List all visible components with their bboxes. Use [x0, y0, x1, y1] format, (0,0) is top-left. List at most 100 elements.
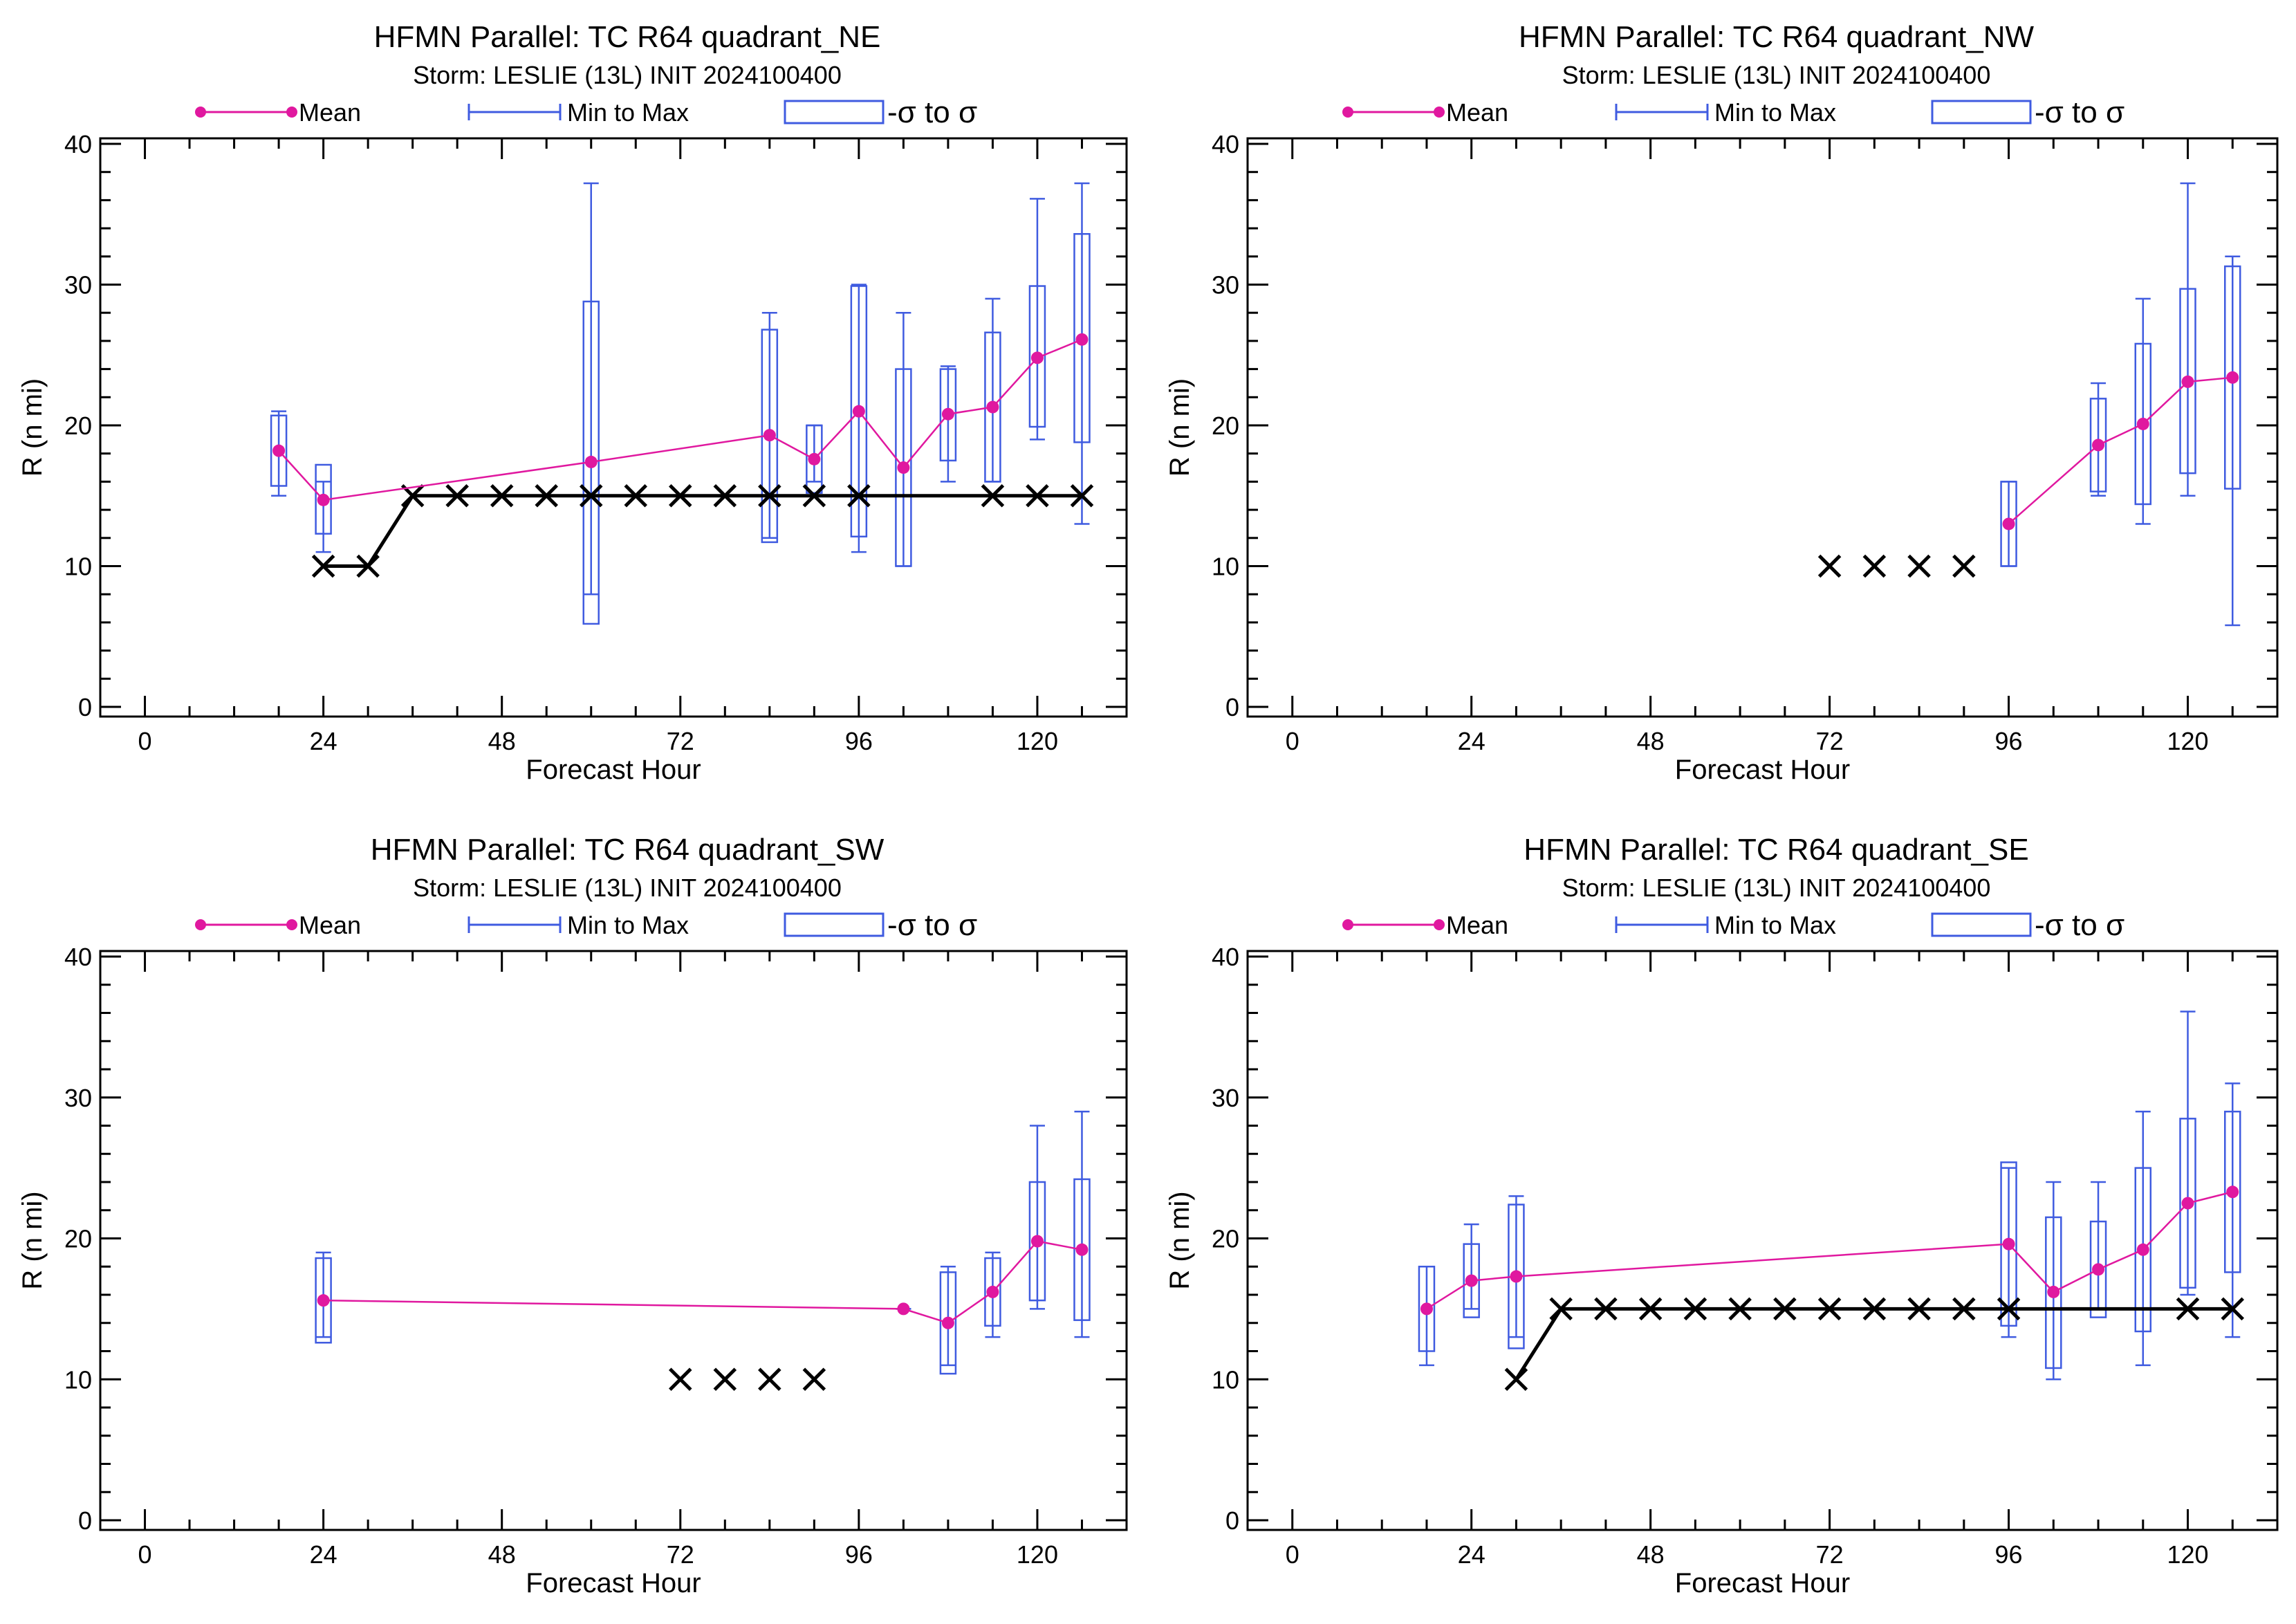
x-tick-label: 0 — [1286, 727, 1299, 755]
x-tick-label: 120 — [2167, 727, 2208, 755]
mean-point — [2136, 417, 2149, 430]
plot-frame — [1246, 950, 2279, 1531]
best-track-marker-stroke — [1594, 1297, 1618, 1321]
y-tick-label: 40 — [64, 130, 92, 158]
sigma-box — [1073, 232, 1091, 443]
sigma-box — [2045, 1216, 2062, 1369]
x-tick-label: 72 — [1816, 727, 1844, 755]
y-tick-label: 0 — [78, 1506, 92, 1535]
y-tick-label: 0 — [78, 693, 92, 721]
best-track-marker — [847, 483, 871, 508]
best-track-marker-stroke — [311, 554, 335, 578]
mean-point — [2047, 1285, 2060, 1298]
best-track-marker — [713, 1367, 737, 1392]
sigma-box — [895, 368, 912, 567]
chart-subtitle: Storm: LESLIE (13L) INIT 2024100400 — [1562, 874, 1991, 902]
mean-point — [317, 493, 330, 506]
mean-line — [2008, 376, 2233, 525]
chart-panel: HFMN Parallel: TC R64 quadrant_NE Storm: … — [17, 20, 1128, 785]
x-tick-label: 48 — [1637, 727, 1665, 755]
y-axis-label: R (n mi) — [17, 1191, 48, 1289]
best-track-marker — [1997, 1297, 2021, 1321]
chart-subtitle: Storm: LESLIE (13L) INIT 2024100400 — [1562, 61, 1991, 89]
y-axis-label: R (n mi) — [1165, 1191, 1195, 1289]
y-tick-label: 10 — [1212, 553, 1239, 581]
best-track-marker-stroke — [713, 483, 737, 508]
mean-point — [2136, 1243, 2149, 1256]
best-track-marker — [1026, 483, 1049, 508]
mean-line — [1426, 1191, 2233, 1310]
x-tick-label: 96 — [845, 727, 873, 755]
x-tick-label: 48 — [1637, 1540, 1665, 1569]
mean-point — [584, 455, 598, 468]
mean-point — [2092, 439, 2105, 452]
mean-point — [986, 1285, 999, 1298]
mean-point — [2181, 1197, 2194, 1210]
best-track-marker — [981, 483, 1005, 508]
best-track-line — [323, 494, 1082, 568]
y-tick-label: 20 — [1212, 412, 1239, 440]
best-track-marker — [1638, 1297, 1663, 1321]
best-track-marker — [1504, 1367, 1528, 1392]
y-tick-label: 30 — [1212, 1084, 1239, 1112]
y-tick-label: 20 — [64, 412, 92, 440]
y-tick-label: 30 — [64, 1084, 92, 1112]
x-tick-label: 120 — [1017, 1540, 1058, 1569]
y-tick-label: 20 — [64, 1225, 92, 1253]
mean-point — [1030, 351, 1044, 365]
best-track-marker — [1594, 1297, 1618, 1321]
x-tick-label: 0 — [1286, 1540, 1299, 1569]
legend-minmax-label: Min to Max — [1714, 911, 1836, 939]
best-track-marker-stroke — [1638, 1297, 1663, 1321]
legend-mean-marker — [195, 107, 206, 118]
mean-point — [897, 461, 910, 474]
y-tick-label: 20 — [1212, 1225, 1239, 1253]
best-track-marker-stroke — [1907, 554, 1931, 578]
chart-panel: HFMN Parallel: TC R64 quadrant_NW Storm: … — [1165, 20, 2279, 785]
mean-point — [1465, 1274, 1478, 1287]
chart-panel: HFMN Parallel: TC R64 quadrant_SE Storm: … — [1165, 833, 2279, 1598]
y-axis-label: R (n mi) — [17, 378, 48, 477]
best-track-marker — [1817, 554, 1842, 578]
best-track-marker — [1549, 1297, 1573, 1321]
legend-sigma-swatch — [1931, 912, 2032, 937]
y-tick-label: 10 — [64, 553, 92, 581]
best-track-marker-stroke — [535, 483, 558, 508]
mean-point — [941, 407, 954, 421]
best-track-marker-stroke — [1817, 1297, 1842, 1321]
plot-frame — [99, 950, 1128, 1531]
best-track-marker — [1683, 1297, 1707, 1321]
sigma-box — [939, 368, 957, 462]
mean-point — [2181, 375, 2194, 388]
chart-title: HFMN Parallel: TC R64 quadrant_NW — [1519, 20, 2034, 54]
best-track-marker — [1817, 1297, 1842, 1321]
best-track-marker-stroke — [1817, 554, 1842, 578]
sigma-box — [2134, 1167, 2152, 1333]
sigma-box — [850, 285, 868, 538]
legend: Mean Min to Max -σ to σ — [195, 908, 977, 942]
legend-sigma-label: -σ to σ — [2035, 95, 2124, 129]
mean-line — [323, 1240, 1082, 1325]
best-track-marker-stroke — [758, 483, 781, 508]
sigma-box — [984, 1257, 1001, 1327]
x-axis-label: Forecast Hour — [526, 755, 701, 785]
mean-point — [2092, 1263, 2105, 1276]
mean-point — [1510, 1270, 1523, 1283]
best-track-marker-stroke — [1952, 554, 1976, 578]
best-track-marker — [713, 483, 737, 508]
sigma-box — [2089, 1220, 2107, 1318]
best-track-marker-stroke — [981, 483, 1005, 508]
chart-title: HFMN Parallel: TC R64 quadrant_SE — [1524, 833, 2028, 867]
x-tick-label: 0 — [138, 727, 152, 755]
plot-frame — [1246, 137, 2279, 718]
best-track-marker-stroke — [2221, 1297, 2245, 1321]
plot-frame — [99, 137, 1128, 718]
best-track-marker-stroke — [1026, 483, 1049, 508]
sigma-box — [2089, 398, 2107, 492]
best-track-marker-stroke — [669, 1367, 692, 1392]
best-track-marker-stroke — [624, 483, 648, 508]
x-tick-label: 24 — [310, 727, 337, 755]
chart-subtitle: Storm: LESLIE (13L) INIT 2024100400 — [413, 61, 842, 89]
mean-point — [808, 452, 821, 465]
